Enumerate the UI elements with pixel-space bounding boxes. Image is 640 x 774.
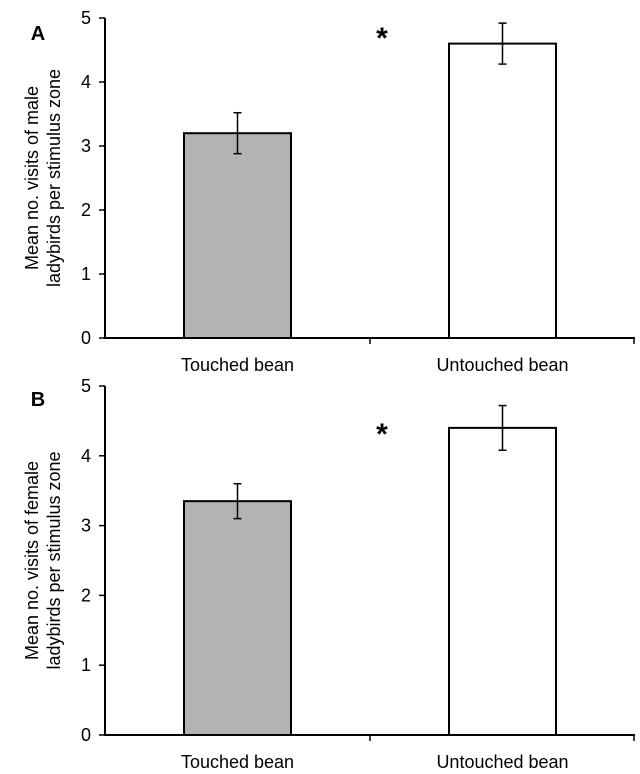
- y-tick-label: 0: [81, 725, 91, 745]
- y-tick-label: 3: [81, 516, 91, 536]
- y-axis-label-line: ladybirds per stimulus zone: [44, 451, 64, 669]
- bar: [448, 42, 557, 339]
- panel-label: A: [31, 23, 45, 45]
- x-tick-label: Untouched bean: [436, 752, 568, 772]
- y-tick-label: 1: [81, 264, 91, 284]
- y-tick-label: 4: [81, 446, 91, 466]
- bar: [183, 132, 292, 339]
- y-axis-label: Mean no. visits of female ladybirds per s…: [22, 451, 64, 669]
- panel-a: A Mean no. visits of male ladybirds per st…: [22, 8, 635, 375]
- y-axis-label: Mean no. visits of male ladybirds per sti…: [22, 69, 64, 287]
- panel-label: B: [31, 389, 45, 411]
- panel-b: B Mean no. visits of female ladybirds per …: [22, 376, 635, 772]
- significance-marker: *: [376, 418, 388, 451]
- y-axis-label-line: Mean no. visits of female: [22, 461, 42, 660]
- y-tick-label: 2: [81, 200, 91, 220]
- y-tick-label: 1: [81, 655, 91, 675]
- y-tick-label: 4: [81, 72, 91, 92]
- y-axis-label-line: Mean no. visits of male: [22, 86, 42, 270]
- bar: [448, 426, 557, 736]
- y-tick-label: 3: [81, 136, 91, 156]
- bar: [183, 500, 292, 737]
- y-tick-label: 2: [81, 585, 91, 605]
- y-tick-label: 5: [81, 376, 91, 396]
- x-tick-label: Touched bean: [181, 752, 294, 772]
- y-tick-label: 0: [81, 328, 91, 348]
- y-tick-label: 5: [81, 8, 91, 28]
- x-tick-label: Touched bean: [181, 355, 294, 375]
- y-axis-label-line: ladybirds per stimulus zone: [44, 69, 64, 287]
- x-tick-label: Untouched bean: [436, 355, 568, 375]
- significance-marker: *: [376, 22, 388, 55]
